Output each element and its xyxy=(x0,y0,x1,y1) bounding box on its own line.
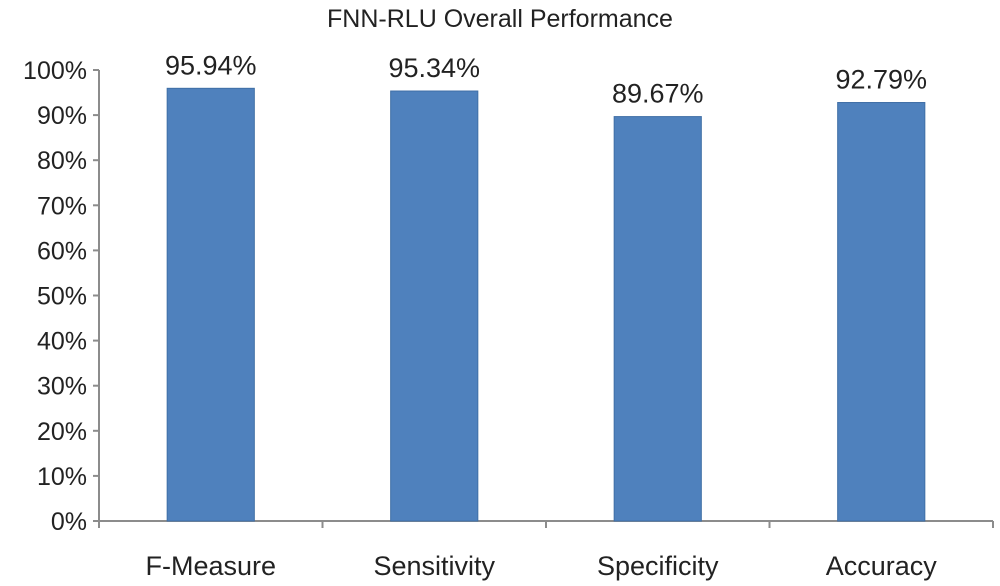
x-tick-label: Specificity xyxy=(597,551,719,581)
chart-title: FNN-RLU Overall Performance xyxy=(327,5,673,33)
bar-specificity xyxy=(613,116,702,522)
data-label: 95.34% xyxy=(388,53,480,83)
data-labels: 95.94% 95.34% 89.67% 92.79% xyxy=(165,50,927,108)
y-tick-label: 90% xyxy=(37,102,87,130)
bar-f-measure xyxy=(166,87,255,522)
bar-accuracy xyxy=(837,102,926,522)
y-tick-label: 10% xyxy=(37,463,87,491)
data-label: 92.79% xyxy=(835,65,927,95)
y-tick-label: 60% xyxy=(37,237,87,265)
y-tick-label: 80% xyxy=(37,147,87,175)
x-tick-label: F-Measure xyxy=(145,551,276,581)
y-tick-label: 100% xyxy=(23,57,87,85)
y-tick-label: 30% xyxy=(37,373,87,401)
bar-sensitivity xyxy=(390,90,479,522)
x-axis: F-Measure Sensitivity Specificity Accuracy xyxy=(98,520,994,581)
y-tick-label: 50% xyxy=(37,283,87,311)
x-tick-label: Accuracy xyxy=(826,551,938,581)
data-label: 89.67% xyxy=(612,79,704,109)
y-tick-label: 0% xyxy=(51,508,87,536)
data-label: 95.94% xyxy=(165,50,257,80)
y-tick-label: 20% xyxy=(37,418,87,446)
x-tick-label: Sensitivity xyxy=(373,551,495,581)
y-tick-label: 70% xyxy=(37,192,87,220)
bars xyxy=(166,87,926,522)
y-tick-label: 40% xyxy=(37,328,87,356)
y-axis: 0% 10% 20% 30% 40% 50% 60% 70% 80% 90% 100% xyxy=(23,57,100,536)
